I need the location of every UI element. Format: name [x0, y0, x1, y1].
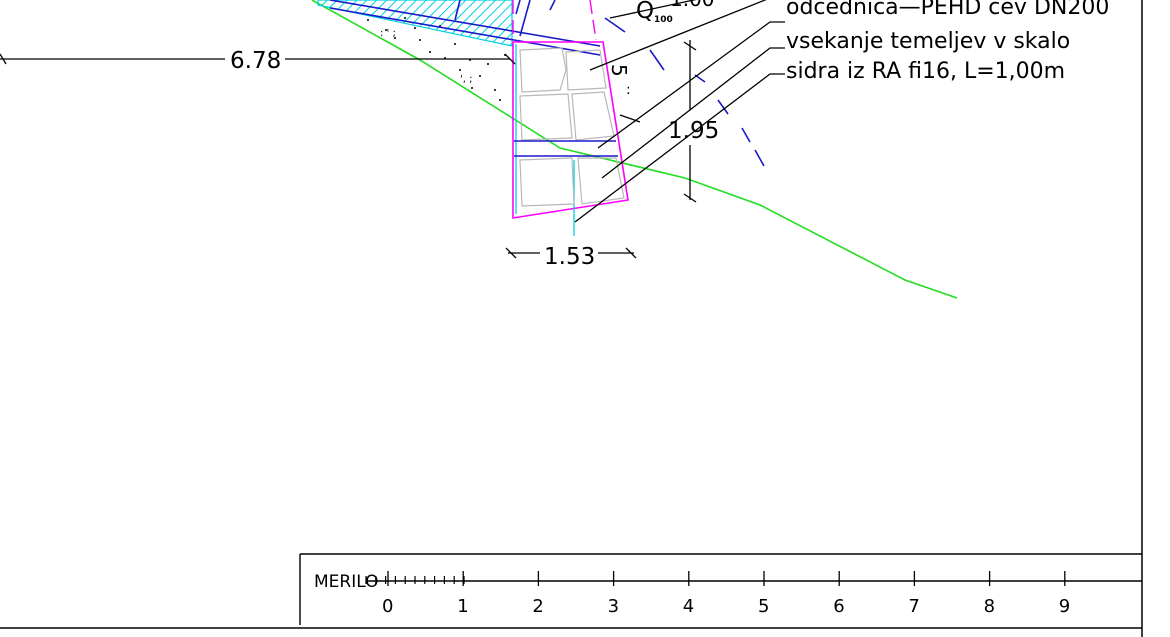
scale-tick-label-1: 1	[457, 596, 468, 617]
wall-stones	[519, 47, 625, 207]
label-drain-pipe: odcednica—PEHD cev DN200	[786, 0, 1109, 20]
scale-bar-frame	[0, 553, 1142, 629]
scale-tick-label-8: 8	[984, 596, 995, 617]
dimension-label-1-95: 1.95	[668, 118, 719, 144]
water-level-subscript: 100	[654, 15, 673, 25]
scale-tick-label-9: 9	[1059, 596, 1070, 617]
dimension-1-95	[683, 40, 697, 203]
drain-pipe	[329, 0, 601, 56]
backfill-stipple: : ' ; ', ;	[367, 17, 506, 101]
water-dash-marks	[515, 0, 765, 167]
svg-text:', ;: ', ;	[460, 74, 472, 85]
label-foundation-cut: vsekanje temeljev v skalo	[786, 29, 1070, 54]
scale-tick-label-4: 4	[683, 596, 694, 617]
wall-tie-lines	[514, 140, 618, 157]
svg-text:: ' ;: : ' ;	[380, 28, 396, 39]
water-level-symbol: Q	[636, 0, 654, 24]
terrain-line	[311, 0, 958, 299]
scale-tick-label-2: 2	[532, 596, 543, 617]
retaining-wall	[512, 41, 629, 219]
leader-lines	[574, 0, 785, 223]
axis-lines	[512, 0, 597, 41]
scale-tick-label-3: 3	[608, 596, 619, 617]
cut-marker: 5	[607, 64, 631, 77]
label-anchors: sidra iz RA fi16, L=1,00m	[786, 59, 1065, 84]
dimension-label-1-53: 1.53	[544, 244, 595, 270]
scale-bar-label: MERILO	[314, 572, 378, 592]
scale-bar: 0 1 2 3 4 5 6 7 8 9	[365, 571, 1142, 617]
dimension-label-6-78: 6.78	[230, 48, 281, 74]
scale-tick-label-6: 6	[833, 596, 844, 617]
dimension-6-78	[0, 53, 516, 65]
scale-tick-label-0: 0	[382, 596, 393, 617]
scale-tick-label-7: 7	[908, 596, 919, 617]
scale-tick-label-5: 5	[758, 596, 769, 617]
stipple-mark: :	[626, 82, 631, 98]
water-level-value: 1.00	[670, 0, 715, 11]
dimension-1-53	[505, 247, 637, 259]
